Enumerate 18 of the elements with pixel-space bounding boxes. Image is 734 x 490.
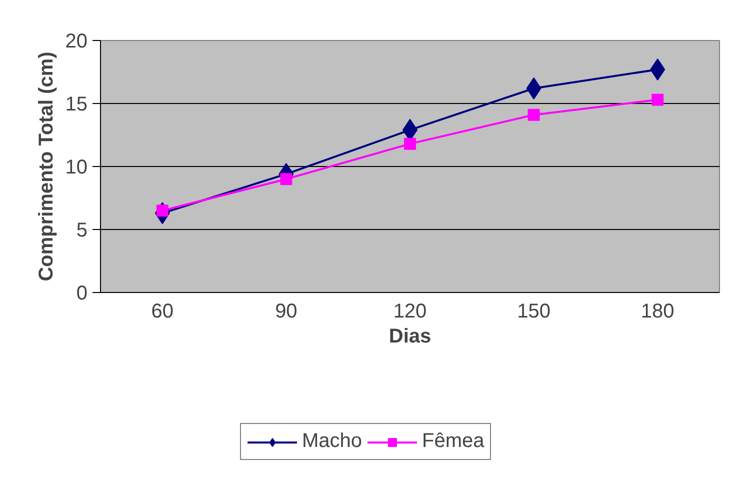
y-tick-label: 20 bbox=[65, 30, 88, 52]
y-tick-label: 15 bbox=[65, 94, 88, 116]
y-tick-label: 10 bbox=[65, 156, 88, 178]
x-tick-label: 90 bbox=[275, 300, 298, 322]
point bbox=[280, 173, 292, 186]
point bbox=[404, 138, 416, 150]
x-tick-label: 180 bbox=[640, 300, 674, 322]
y-tick-label: 5 bbox=[76, 220, 88, 242]
point bbox=[528, 108, 540, 121]
y-axis-title: Comprimento Total (cm) bbox=[35, 52, 58, 282]
legend-label: Fêmea bbox=[422, 430, 484, 453]
x-tick-label: 150 bbox=[517, 300, 550, 322]
x-axis-title: Dias bbox=[388, 326, 432, 348]
x-tick-label: 120 bbox=[393, 300, 427, 322]
legend-label: Macho bbox=[302, 430, 362, 453]
x-tick-label: 60 bbox=[151, 300, 174, 322]
point bbox=[652, 94, 664, 106]
y-tick-label: 0 bbox=[76, 282, 88, 304]
